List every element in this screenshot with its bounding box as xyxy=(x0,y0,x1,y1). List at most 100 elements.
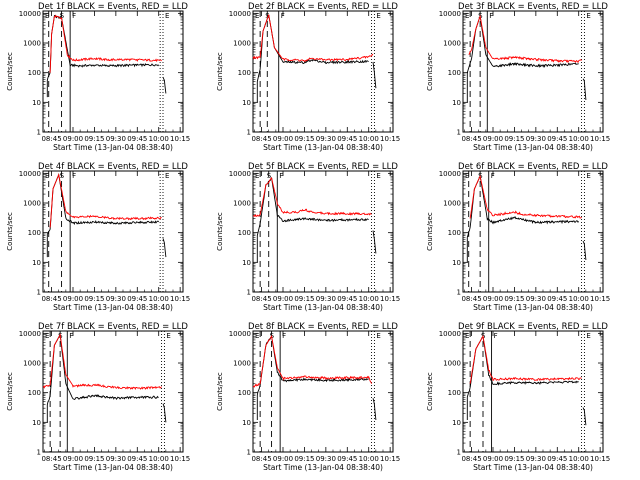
interval-letter: F xyxy=(279,172,283,180)
x-tick-label: 09:30 xyxy=(526,135,546,143)
x-tick-label: 09:30 xyxy=(106,135,126,143)
y-tick-label: 1000 xyxy=(233,360,251,368)
x-tick-label: 10:15 xyxy=(380,455,400,463)
x-tick-label: 10:15 xyxy=(590,295,610,303)
series-line-events xyxy=(466,174,580,263)
interval-letter: E xyxy=(165,12,169,20)
interval-letter: F xyxy=(72,12,76,20)
x-tick-label: 10:15 xyxy=(590,455,610,463)
x-tick-label: 09:15 xyxy=(84,135,104,143)
x-tick-label: 09:45 xyxy=(547,135,567,143)
x-axis-label: Start Time (13-Jan-04 08:38:40) xyxy=(263,143,383,152)
x-tick-label: 10:15 xyxy=(170,135,190,143)
y-axis-label: Counts/sec xyxy=(6,52,14,91)
series-line-events xyxy=(46,333,159,423)
x-tick-label: 10:15 xyxy=(170,295,190,303)
panel-9: Det 9f BLACK = Events, RED = LLD 1 10 100 10… xyxy=(426,322,610,472)
y-axis-label: Counts/sec xyxy=(6,372,14,411)
x-tick-label: 09:45 xyxy=(127,295,147,303)
series-line-events xyxy=(162,238,167,258)
interval-letter: E xyxy=(586,12,590,20)
plot-frame xyxy=(252,170,394,293)
series-line-lld xyxy=(468,14,582,64)
y-tick-label: 1000 xyxy=(443,200,461,208)
plot-frame xyxy=(252,10,394,133)
series-line-events xyxy=(582,240,587,261)
x-axis-label: Start Time (13-Jan-04 08:38:40) xyxy=(473,463,593,472)
y-tick-label: 1 xyxy=(37,449,41,457)
x-tick-label: 09:15 xyxy=(504,135,524,143)
x-tick-label: 08:45 xyxy=(461,295,481,303)
interval-letter: E xyxy=(165,172,169,180)
interval-letter: E xyxy=(45,12,49,20)
panel-title: Det 1f BLACK = Events, RED = LLD xyxy=(38,2,188,12)
x-tick-label: 09:30 xyxy=(316,135,336,143)
interval-letter: E xyxy=(255,332,259,340)
interval-letter: E xyxy=(586,172,590,180)
plot-frame xyxy=(462,10,604,133)
x-tick-label: 10:15 xyxy=(380,295,400,303)
x-tick-label: 09:00 xyxy=(273,455,293,463)
y-tick-label: 10000 xyxy=(229,170,251,178)
interval-letter: F xyxy=(69,332,73,340)
y-tick-label: 10 xyxy=(32,99,41,107)
x-tick-label: 08:45 xyxy=(41,295,61,303)
series-line-events xyxy=(466,16,579,103)
y-tick-label: 10000 xyxy=(19,170,41,178)
interval-letter: S xyxy=(267,172,272,180)
series-line-events xyxy=(582,78,587,101)
series-line-lld xyxy=(252,14,374,62)
x-tick-label: 08:45 xyxy=(251,455,271,463)
y-tick-label: 1000 xyxy=(23,200,41,208)
interval-letter: F xyxy=(281,12,285,20)
y-axis-label: Counts/sec xyxy=(426,212,434,251)
interval-letter: F xyxy=(494,332,498,340)
y-tick-label: 1 xyxy=(457,289,461,297)
y-tick-label: 100 xyxy=(238,69,251,77)
x-tick-label: 09:00 xyxy=(273,295,293,303)
panel-title: Det 2f BLACK = Events, RED = LLD xyxy=(248,2,398,12)
y-tick-label: 10000 xyxy=(439,330,461,338)
interval-letter: E xyxy=(45,172,49,180)
series-line-events xyxy=(582,407,587,426)
series-line-events xyxy=(372,61,377,89)
interval-letter: S xyxy=(60,12,65,20)
interval-letter: E xyxy=(255,12,259,20)
x-tick-label: 10:00 xyxy=(149,135,169,143)
interval-letter: E xyxy=(465,172,469,180)
y-tick-label: 1 xyxy=(457,449,461,457)
panel-title: Det 8f BLACK = Events, RED = LLD xyxy=(248,322,398,332)
interval-letter: E xyxy=(376,332,380,340)
y-tick-label: 1000 xyxy=(233,40,251,48)
x-tick-label: 09:30 xyxy=(106,455,126,463)
y-tick-label: 100 xyxy=(28,389,41,397)
series-line-lld xyxy=(49,173,162,228)
y-tick-label: 100 xyxy=(448,389,461,397)
interval-letter: F xyxy=(491,172,495,180)
y-tick-label: 1 xyxy=(247,289,251,297)
y-tick-label: 1 xyxy=(457,129,461,137)
interval-letter: S xyxy=(481,332,486,340)
y-tick-label: 100 xyxy=(28,69,41,77)
y-tick-label: 10000 xyxy=(19,10,41,18)
series-line-events xyxy=(46,172,160,258)
y-tick-label: 1 xyxy=(37,289,41,297)
x-tick-label: 09:15 xyxy=(84,455,104,463)
interval-letter: F xyxy=(72,172,76,180)
interval-letter: E xyxy=(465,12,469,20)
y-tick-label: 1000 xyxy=(443,360,461,368)
series-line-events xyxy=(256,176,369,263)
plot-frame xyxy=(42,170,184,293)
x-tick-label: 08:45 xyxy=(41,135,61,143)
y-tick-label: 10000 xyxy=(439,170,461,178)
x-tick-label: 09:15 xyxy=(294,295,314,303)
plot-frame xyxy=(42,330,184,453)
panel-3: Det 3f BLACK = Events, RED = LLD 1 10 100 10… xyxy=(426,2,610,152)
panel-6: Det 6f BLACK = Events, RED = LLD 1 10 100 10… xyxy=(426,162,610,312)
interval-letter: F xyxy=(282,332,286,340)
panel-1: Det 1f BLACK = Events, RED = LLD 1 10 100 10… xyxy=(6,2,190,152)
panel-title: Det 6f BLACK = Events, RED = LLD xyxy=(458,162,608,172)
plot-frame xyxy=(462,170,604,293)
series-line-lld xyxy=(42,333,162,391)
